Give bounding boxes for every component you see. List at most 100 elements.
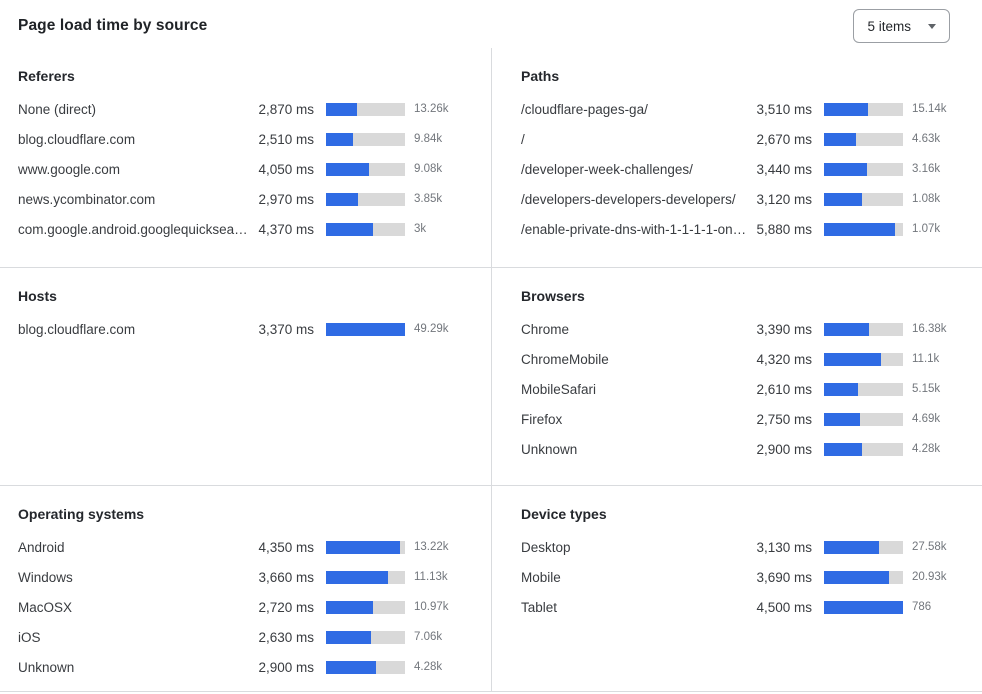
row-label: Mobile bbox=[521, 569, 561, 585]
row-count: 9.84k bbox=[414, 133, 443, 145]
chart-row[interactable]: /developers-developers-developers/3,120 … bbox=[521, 184, 964, 214]
panel-rows: Chrome 3,390 ms 16.38k ChromeMobile 4,320 ms… bbox=[521, 314, 964, 464]
row-count: 4.28k bbox=[414, 661, 443, 673]
panel-rows: Desktop 3,130 ms 27.58k Mobile 3,690 ms 20.93… bbox=[521, 532, 964, 622]
row-bar-fill bbox=[326, 192, 358, 206]
chart-row[interactable]: Chrome 3,390 ms 16.38k bbox=[521, 314, 964, 344]
row-label: /developer-week-challenges/ bbox=[521, 161, 693, 177]
row-label: Chrome bbox=[521, 321, 570, 337]
chart-row[interactable]: Tablet 4,500 ms 786 bbox=[521, 592, 964, 622]
row-bar-fill bbox=[824, 540, 880, 554]
chart-row[interactable]: Windows 3,660 ms 11.13k bbox=[18, 562, 466, 592]
row-load-time-value: 2,970 ms bbox=[258, 191, 314, 207]
row-bar bbox=[326, 600, 405, 614]
row-label: /developers-developers-developers/ bbox=[521, 191, 736, 207]
row-bar-fill bbox=[326, 322, 405, 336]
row-load-time-value: 4,500 ms bbox=[756, 599, 812, 615]
row-label: Unknown bbox=[521, 441, 578, 457]
chart-row[interactable]: / 2,670 ms 4.63k bbox=[521, 124, 964, 154]
row-label: /enable-private-dns-with-1-1-1-1-on-… bbox=[521, 221, 749, 237]
chart-row[interactable]: iOS 2,630 ms 7.06k bbox=[18, 622, 466, 652]
row-count: 3.16k bbox=[912, 163, 941, 175]
row-bar-fill bbox=[326, 600, 373, 614]
row-bar bbox=[326, 570, 405, 584]
row-count: 15.14k bbox=[912, 103, 947, 115]
row-bar-fill bbox=[824, 162, 867, 176]
row-count: 9.08k bbox=[414, 163, 443, 175]
row-bar-fill bbox=[824, 570, 889, 584]
row-load-time-value: 4,050 ms bbox=[258, 161, 314, 177]
chart-row[interactable]: Firefox 2,750 ms 4.69k bbox=[521, 404, 964, 434]
chart-row[interactable]: /enable-private-dns-with-1-1-1-1-on-… 5,8… bbox=[521, 214, 964, 244]
row-label: blog.cloudflare.com bbox=[18, 321, 136, 337]
row-count: 4.28k bbox=[912, 443, 941, 455]
row-count: 11.13k bbox=[414, 571, 448, 583]
chart-row[interactable]: Mobile 3,690 ms 20.93k bbox=[521, 562, 964, 592]
row-label: MacOSX bbox=[18, 599, 73, 615]
row-bar bbox=[824, 162, 903, 176]
items-count-dropdown[interactable]: 5 items bbox=[853, 9, 950, 43]
row-load-time-value: 3,690 ms bbox=[756, 569, 812, 585]
row-bar bbox=[326, 192, 405, 206]
chart-row[interactable]: news.ycombinator.com 2,970 ms 3.85k bbox=[18, 184, 466, 214]
panel-rows: /cloudflare-pages-ga/3,510 ms 15.14k / 2,67… bbox=[521, 94, 964, 244]
chart-row[interactable]: None (direct) 2,870 ms 13.26k bbox=[18, 94, 466, 124]
row-load-time-value: 3,660 ms bbox=[258, 569, 314, 585]
row-load-time-value: 3,370 ms bbox=[258, 321, 314, 337]
row-count: 7.06k bbox=[414, 631, 443, 643]
row-load-time-value: 2,630 ms bbox=[258, 629, 314, 645]
panel-rows: blog.cloudflare.com 3,370 ms 49.29k bbox=[18, 314, 466, 344]
chart-row[interactable]: MacOSX 2,720 ms 10.97k bbox=[18, 592, 466, 622]
row-count: 13.26k bbox=[414, 103, 449, 115]
row-load-time-value: 2,900 ms bbox=[756, 441, 812, 457]
row-bar bbox=[326, 322, 405, 336]
panel-operating-systems: Operating systems Android 4,350 ms 13.22k W… bbox=[0, 486, 491, 691]
row-load-time-value: 4,350 ms bbox=[258, 539, 314, 555]
row-label: ChromeMobile bbox=[521, 351, 609, 367]
chart-row[interactable]: blog.cloudflare.com 2,510 ms 9.84k bbox=[18, 124, 466, 154]
row-load-time-value: 2,900 ms bbox=[258, 659, 314, 675]
row-bar-fill bbox=[326, 630, 372, 644]
row-bar-fill bbox=[326, 660, 376, 674]
row-bar bbox=[824, 192, 903, 206]
row-bar bbox=[824, 102, 903, 116]
panel-hosts: Hosts blog.cloudflare.com 3,370 ms 49.29k bbox=[0, 268, 491, 485]
panel-rows: None (direct) 2,870 ms 13.26k blog.cloudfla… bbox=[18, 94, 466, 244]
chart-row[interactable]: Unknown 2,900 ms 4.28k bbox=[521, 434, 964, 464]
section-header: Page load time by source 5 items bbox=[0, 0, 982, 48]
band-2: Hosts blog.cloudflare.com 3,370 ms 49.29k … bbox=[0, 267, 982, 485]
row-label: /cloudflare-pages-ga/ bbox=[521, 101, 648, 117]
chart-row[interactable]: ChromeMobile 4,320 ms 11.1k bbox=[521, 344, 964, 374]
chart-row[interactable]: blog.cloudflare.com 3,370 ms 49.29k bbox=[18, 314, 466, 344]
row-load-time-value: 2,750 ms bbox=[756, 411, 812, 427]
items-count-value: 5 items bbox=[867, 18, 911, 34]
chart-row[interactable]: MobileSafari 2,610 ms 5.15k bbox=[521, 374, 964, 404]
chart-row[interactable]: Unknown 2,900 ms 4.28k bbox=[18, 652, 466, 682]
chart-row[interactable]: /developer-week-challenges/3,440 ms 3.16k bbox=[521, 154, 964, 184]
row-label: iOS bbox=[18, 629, 41, 645]
row-count: 13.22k bbox=[414, 541, 449, 553]
row-count: 4.63k bbox=[912, 133, 941, 145]
chart-row[interactable]: Desktop 3,130 ms 27.58k bbox=[521, 532, 964, 562]
chart-row[interactable]: com.google.android.googlequicksearc… 4,37… bbox=[18, 214, 466, 244]
chart-row[interactable]: /cloudflare-pages-ga/3,510 ms 15.14k bbox=[521, 94, 964, 124]
row-bar-fill bbox=[824, 192, 862, 206]
row-count: 16.38k bbox=[912, 323, 947, 335]
row-bar bbox=[326, 540, 405, 554]
row-bar-fill bbox=[824, 442, 862, 456]
row-label: blog.cloudflare.com bbox=[18, 131, 136, 147]
row-bar bbox=[326, 660, 405, 674]
panel-paths: Paths /cloudflare-pages-ga/3,510 ms 15.14… bbox=[491, 48, 982, 267]
chart-row[interactable]: Android 4,350 ms 13.22k bbox=[18, 532, 466, 562]
row-label: Tablet bbox=[521, 599, 558, 615]
panel-title: Paths bbox=[521, 68, 560, 84]
row-label: Firefox bbox=[521, 411, 563, 427]
row-bar-fill bbox=[326, 132, 353, 146]
row-bar bbox=[326, 102, 405, 116]
chart-row[interactable]: www.google.com 4,050 ms 9.08k bbox=[18, 154, 466, 184]
row-count: 1.08k bbox=[912, 193, 941, 205]
row-label: Desktop bbox=[521, 539, 571, 555]
row-count: 20.93k bbox=[912, 571, 947, 583]
row-label: news.ycombinator.com bbox=[18, 191, 156, 207]
row-count: 27.58k bbox=[912, 541, 947, 553]
